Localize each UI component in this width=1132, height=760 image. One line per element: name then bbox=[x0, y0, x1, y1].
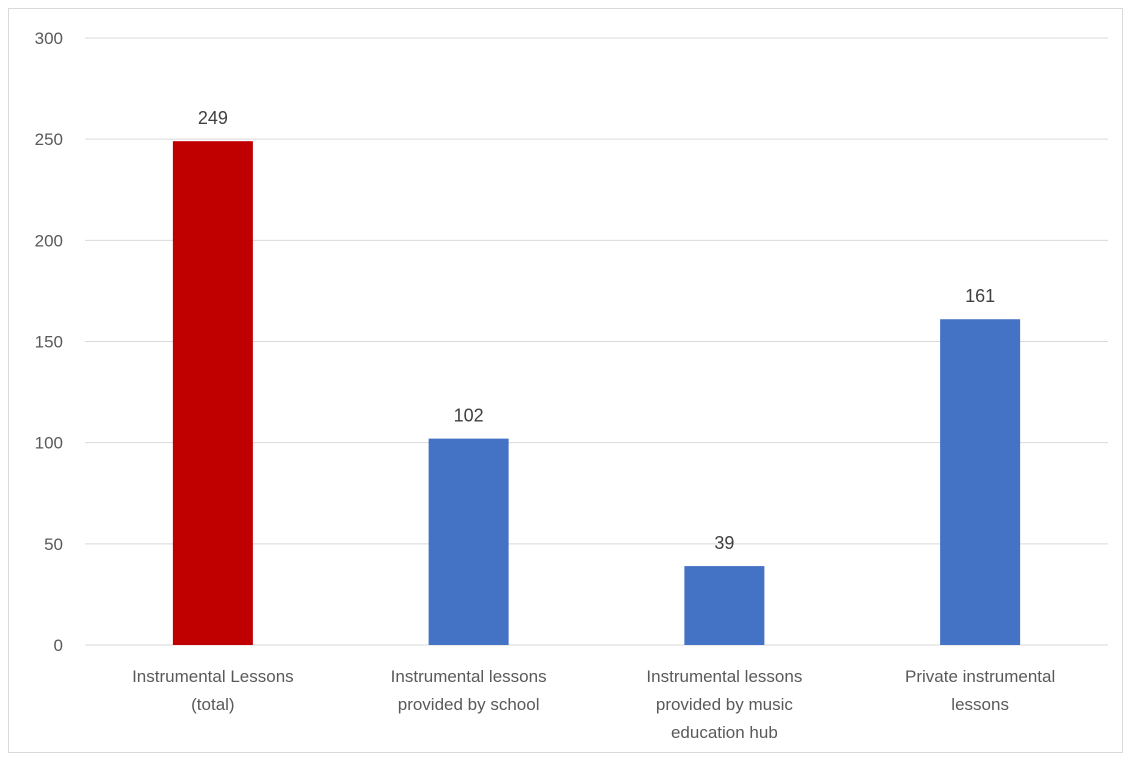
y-tick-label: 200 bbox=[35, 231, 63, 250]
y-tick-label: 250 bbox=[35, 130, 63, 149]
y-tick-label: 0 bbox=[54, 636, 63, 655]
category-label: Instrumental lessons provided by music edu… bbox=[646, 667, 802, 742]
y-tick-label: 100 bbox=[35, 434, 63, 453]
data-label: 102 bbox=[454, 406, 484, 426]
category-label-line: Private instrumental bbox=[905, 667, 1055, 686]
data-label: 249 bbox=[198, 108, 228, 128]
y-axis-tick-labels: 0 50 100 150 200 250 300 bbox=[35, 29, 63, 655]
bar bbox=[684, 566, 765, 645]
category-label: Private instrumental lessons bbox=[905, 667, 1055, 714]
bar bbox=[940, 319, 1021, 645]
category-label-line: Instrumental Lessons bbox=[132, 667, 294, 686]
gridlines bbox=[85, 37, 1108, 646]
y-tick-label: 50 bbox=[44, 535, 63, 554]
bar bbox=[172, 141, 253, 645]
y-tick-label: 300 bbox=[35, 29, 63, 48]
category-label: Instrumental Lessons (total) bbox=[132, 667, 294, 714]
data-label: 39 bbox=[714, 533, 734, 553]
category-label: Instrumental lessons provided by school bbox=[391, 667, 547, 714]
bars bbox=[172, 141, 1021, 645]
category-labels: Instrumental Lessons (total)Instrumental … bbox=[132, 667, 1055, 742]
category-label-line: provided by school bbox=[398, 695, 540, 714]
category-label-line: education hub bbox=[671, 723, 778, 742]
category-label-line: provided by music bbox=[656, 695, 794, 714]
bar bbox=[428, 438, 509, 645]
category-label-line: (total) bbox=[191, 695, 234, 714]
category-label-line: lessons bbox=[951, 695, 1009, 714]
category-label-line: Instrumental lessons bbox=[391, 667, 547, 686]
data-label: 161 bbox=[965, 286, 995, 306]
data-labels: 249 102 39 161 bbox=[198, 108, 995, 553]
y-tick-label: 150 bbox=[35, 333, 63, 352]
category-label-line: Instrumental lessons bbox=[646, 667, 802, 686]
